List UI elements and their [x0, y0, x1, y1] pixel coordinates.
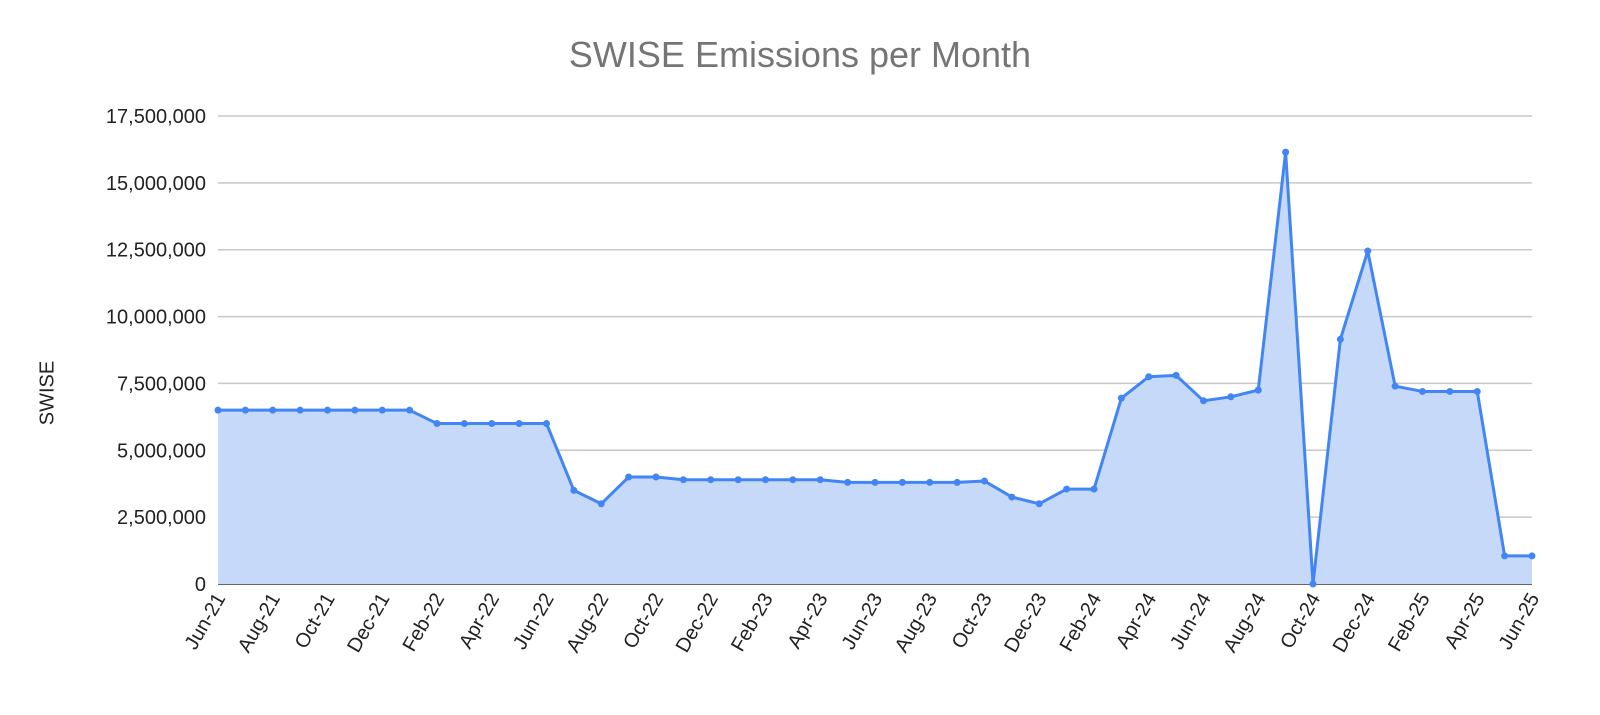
- data-point: [515, 420, 523, 428]
- data-point: [816, 476, 824, 484]
- y-tick-label: 2,500,000: [117, 507, 206, 529]
- x-tick-label: Apr-25: [1441, 590, 1490, 653]
- data-point: [652, 473, 660, 481]
- data-point: [1035, 500, 1043, 508]
- data-point: [844, 478, 852, 486]
- data-points: [214, 148, 1536, 588]
- data-point: [351, 406, 359, 414]
- x-tick-label: Feb-25: [1384, 590, 1435, 656]
- data-point: [789, 476, 797, 484]
- data-point: [543, 420, 550, 428]
- data-point: [1145, 373, 1153, 381]
- y-tick-label: 0: [195, 574, 206, 596]
- chart-title: SWISE Emissions per Month: [568, 34, 1032, 75]
- x-tick-label: Oct-21: [291, 590, 340, 653]
- x-tick-label: Jun-25: [1495, 590, 1545, 654]
- x-tick-label: Feb-24: [1056, 590, 1107, 656]
- data-point: [1501, 552, 1509, 560]
- x-tick-label: Oct-23: [948, 590, 997, 653]
- data-point: [1254, 386, 1262, 394]
- x-tick-label: Jun-24: [1166, 590, 1216, 654]
- data-point: [1200, 397, 1207, 405]
- x-tick-label: Jun-23: [838, 590, 888, 654]
- data-point: [707, 476, 715, 484]
- y-tick-label: 15,000,000: [106, 173, 206, 195]
- data-point: [1446, 387, 1454, 395]
- data-point: [898, 478, 906, 486]
- data-point: [734, 476, 742, 484]
- data-point: [241, 406, 249, 414]
- y-tick-label: 17,500,000: [106, 106, 206, 128]
- data-point: [1008, 493, 1016, 501]
- x-tick-label: Feb-23: [727, 590, 778, 656]
- x-tick-label: Aug-23: [891, 590, 942, 657]
- x-tick-label: Apr-22: [455, 590, 504, 653]
- data-point: [324, 406, 331, 414]
- x-tick-label: Aug-22: [562, 590, 613, 657]
- x-tick-label: Apr-24: [1112, 590, 1161, 653]
- data-point: [1528, 552, 1536, 560]
- data-point: [488, 420, 496, 428]
- y-axis-ticks: 0 2,500,000 5,000,000 7,500,000 10,000,000 12…: [106, 106, 206, 596]
- data-point: [1117, 394, 1125, 402]
- x-tick-label: Dec-21: [343, 590, 394, 657]
- data-point: [378, 406, 386, 414]
- area-fill-path: [218, 152, 1532, 585]
- x-tick-label: Apr-23: [784, 590, 833, 653]
- x-tick-label: Dec-22: [672, 590, 723, 657]
- x-tick-label: Dec-24: [1329, 590, 1380, 657]
- data-point: [296, 406, 304, 414]
- data-point: [406, 406, 414, 414]
- x-tick-label: Dec-23: [1000, 590, 1051, 657]
- data-point: [625, 473, 633, 481]
- data-point: [1282, 148, 1290, 156]
- y-tick-label: 12,500,000: [106, 240, 206, 262]
- data-point: [926, 478, 934, 486]
- x-tick-label: Oct-22: [619, 590, 668, 653]
- x-tick-label: Jun-22: [509, 590, 559, 654]
- data-point: [981, 477, 988, 485]
- x-tick-label: Feb-22: [399, 590, 450, 656]
- x-tick-label: Oct-24: [1276, 590, 1325, 653]
- x-tick-label: Aug-24: [1219, 590, 1270, 657]
- data-point: [871, 478, 879, 486]
- data-point: [953, 478, 961, 486]
- y-tick-label: 5,000,000: [117, 440, 206, 462]
- data-point: [1172, 371, 1180, 379]
- data-point: [1391, 382, 1399, 390]
- data-point: [1063, 485, 1071, 493]
- data-point: [597, 500, 605, 508]
- y-tick-label: 7,500,000: [117, 373, 206, 395]
- area-fill: [218, 152, 1532, 585]
- data-point: [1364, 247, 1372, 255]
- data-point: [762, 476, 769, 484]
- data-point: [1309, 580, 1317, 588]
- data-point: [570, 486, 578, 494]
- data-point: [679, 476, 687, 484]
- data-point: [1227, 393, 1235, 401]
- data-point: [1419, 387, 1426, 395]
- data-point: [433, 420, 441, 428]
- y-tick-label: 10,000,000: [106, 307, 206, 329]
- data-point: [269, 406, 277, 414]
- data-point: [214, 406, 222, 414]
- x-tick-label: Aug-21: [234, 590, 285, 657]
- data-point: [1473, 387, 1481, 395]
- x-tick-label: Jun-21: [181, 590, 231, 654]
- data-point: [1336, 335, 1344, 343]
- data-point: [1090, 485, 1098, 493]
- data-point: [460, 420, 468, 428]
- x-axis-ticks: Jun-21 Aug-21 Oct-21 Dec-21 Feb-22 Apr-22 Jun-…: [181, 590, 1545, 657]
